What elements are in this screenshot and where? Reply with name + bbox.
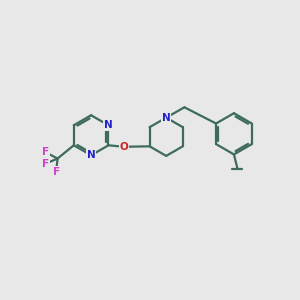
Text: O: O bbox=[119, 142, 128, 152]
Text: N: N bbox=[162, 112, 171, 123]
Text: N: N bbox=[87, 150, 95, 160]
Text: F: F bbox=[42, 159, 49, 169]
Text: N: N bbox=[104, 120, 113, 130]
Text: F: F bbox=[52, 167, 60, 177]
Text: F: F bbox=[42, 147, 49, 157]
